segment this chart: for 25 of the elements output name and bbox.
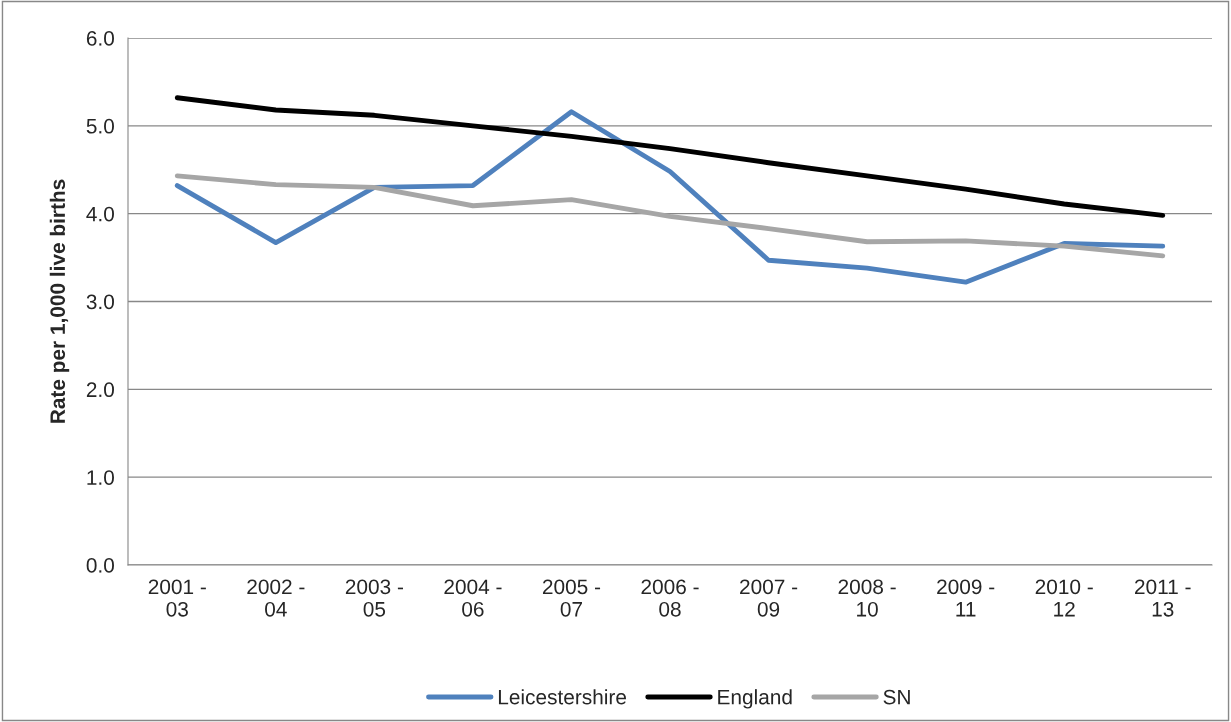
y-tick-label: 6.0 bbox=[86, 31, 114, 46]
line-series bbox=[174, 173, 1166, 259]
y-axis-title: Rate per 1,000 live births bbox=[49, 179, 70, 423]
x-tick-label: 2001 - 03 bbox=[148, 579, 206, 617]
x-tick-label: 2006 - 08 bbox=[641, 579, 699, 617]
legend-label: Leicestershire bbox=[498, 689, 627, 705]
y-tick-label: 5.0 bbox=[86, 118, 114, 134]
y-tick-label: 0.0 bbox=[86, 558, 114, 573]
y-tick-label: 3.0 bbox=[86, 294, 114, 310]
x-tick-label: 2011 - 13 bbox=[1135, 579, 1191, 617]
line-series bbox=[174, 109, 1166, 285]
y-tick-label: 2.0 bbox=[86, 382, 114, 398]
x-tick-label: 2009 - 11 bbox=[937, 579, 995, 617]
x-tick-label: 2007 - 09 bbox=[740, 579, 798, 617]
x-tick-label: 2003 - 05 bbox=[345, 579, 403, 617]
legend-label: England bbox=[718, 689, 792, 709]
y-tick-label: 4.0 bbox=[86, 206, 114, 222]
legend-label: SN bbox=[883, 689, 910, 705]
line-series bbox=[174, 95, 1166, 218]
x-tick-label: 2004 - 06 bbox=[444, 579, 502, 617]
x-tick-label: 2005 - 07 bbox=[542, 579, 601, 617]
x-tick-label: 2002 - 04 bbox=[247, 579, 305, 617]
x-tick-label: 2010 - 12 bbox=[1035, 579, 1093, 617]
x-tick-label: 2008 - 10 bbox=[838, 579, 896, 617]
y-tick-label: 1.0 bbox=[87, 470, 114, 485]
